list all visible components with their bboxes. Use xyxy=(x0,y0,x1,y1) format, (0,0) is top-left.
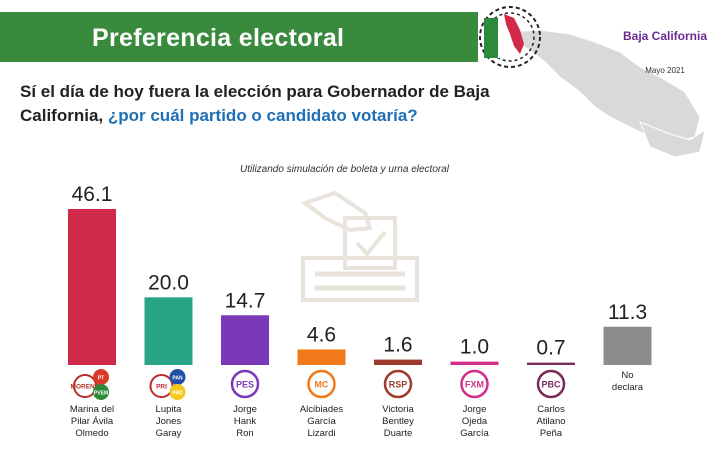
candidate-label-line: Marina del xyxy=(69,404,115,415)
party-logo-text-0-1: PT xyxy=(98,376,104,382)
candidate-label-0: Marina del Pilar Ávila Olmedo xyxy=(55,404,129,440)
party-logo-text-6: PBC xyxy=(541,380,561,390)
candidate-label-line: Ron xyxy=(236,428,254,439)
candidate-label-3: Alcibiades García Lizardi xyxy=(285,404,359,440)
candidate-label-line: Jones xyxy=(155,416,182,427)
value-label-1: 20.0 xyxy=(148,271,189,294)
candidate-label-line: Atilano xyxy=(536,416,566,427)
party-logo-1-2 xyxy=(169,384,186,400)
candidate-label-line: Duarte xyxy=(383,428,413,439)
candidate-label-line: Jorge xyxy=(233,404,257,415)
candidate-label-line: Peña xyxy=(539,428,563,439)
value-label-6: 0.7 xyxy=(536,337,565,360)
chart-title: Preferencia electoral xyxy=(92,24,345,52)
party-logo-4 xyxy=(383,369,413,399)
candidate-label-2: Jorge Hank Ron xyxy=(208,404,282,440)
candidate-label-line: Jorge xyxy=(462,404,487,415)
candidate-label-line: García xyxy=(307,416,336,427)
value-label-4: 1.6 xyxy=(383,334,412,357)
candidate-label-7: No declara xyxy=(591,370,665,394)
party-logo-text-3: MC xyxy=(315,380,329,390)
party-logo-text-4: RSP xyxy=(389,380,408,390)
party-logo-0-2 xyxy=(93,384,109,400)
question-highlight: ¿por cuál partido o candidato votaría? xyxy=(107,106,418,125)
candidate-label-line: Alcibiades xyxy=(299,404,344,415)
candidate-label-line: Garay xyxy=(155,428,182,439)
survey-question: Sí el día de hoy fuera la elección para … xyxy=(20,80,540,128)
candidate-label-line: García xyxy=(460,428,489,439)
header-bar xyxy=(0,12,478,62)
candidate-label-line: No xyxy=(621,370,634,381)
bar-4 xyxy=(374,359,422,365)
value-label-7: 11.3 xyxy=(608,301,647,324)
value-label-5: 1.0 xyxy=(460,336,489,359)
ballot-box-icon xyxy=(300,190,419,302)
candidate-label-line: Bentley xyxy=(382,416,414,427)
bar-3 xyxy=(297,349,346,365)
question-text: Sí el día de hoy fuera la elección para … xyxy=(20,82,490,125)
flag-emblem xyxy=(479,6,541,68)
value-label-3: 4.6 xyxy=(307,323,336,346)
candidate-label-line: Olmedo xyxy=(75,428,109,439)
candidate-label-line: Ojeda xyxy=(461,416,488,427)
candidate-label-line: declara xyxy=(611,382,644,393)
candidate-label-1: Lupita Jones Garay xyxy=(132,404,206,440)
chart-subtitle: Utilizando simulación de boleta y urna e… xyxy=(240,164,450,175)
party-logo-text-0-0: MORENA xyxy=(71,384,100,391)
bar-7 xyxy=(603,326,652,365)
bar-5 xyxy=(450,361,499,365)
party-logo-3 xyxy=(307,369,336,399)
candidate-label-line: Lupita xyxy=(155,404,182,415)
bar-1 xyxy=(144,297,193,365)
bar-2 xyxy=(221,315,269,365)
candidate-label-line: Hank xyxy=(233,416,257,427)
value-label-2: 14.7 xyxy=(225,289,266,312)
candidate-label-line: Carlos xyxy=(537,404,565,415)
bar-0 xyxy=(68,209,116,365)
survey-date: Mayo 2021 xyxy=(645,66,685,75)
candidate-label-line: Lizardi xyxy=(307,428,336,439)
party-logo-6 xyxy=(536,369,566,399)
party-logo-text-1-1: PAN xyxy=(172,376,183,382)
candidate-label-line: Victoria xyxy=(382,404,414,415)
party-logo-2 xyxy=(230,369,260,399)
party-logo-5 xyxy=(460,369,489,399)
party-logo-text-1-0: PRI xyxy=(156,384,167,391)
value-label-0: 46.1 xyxy=(72,183,113,206)
party-logo-text-2: PES xyxy=(236,380,254,390)
candidate-label-4: Victoria Bentley Duarte xyxy=(361,404,435,440)
party-logo-text-5: FXM xyxy=(465,380,484,390)
region-label: Baja California xyxy=(622,29,708,43)
candidate-label-6: Carlos Atilano Peña xyxy=(514,404,588,440)
candidate-label-5: Jorge Ojeda García xyxy=(438,404,512,440)
candidate-label-line: Pilar Ávila xyxy=(70,416,114,427)
party-logo-text-0-2: PVEM xyxy=(94,391,108,397)
mexico-map xyxy=(509,29,706,158)
party-logo-text-1-2: PRD xyxy=(172,391,183,397)
bar-6 xyxy=(527,362,575,365)
